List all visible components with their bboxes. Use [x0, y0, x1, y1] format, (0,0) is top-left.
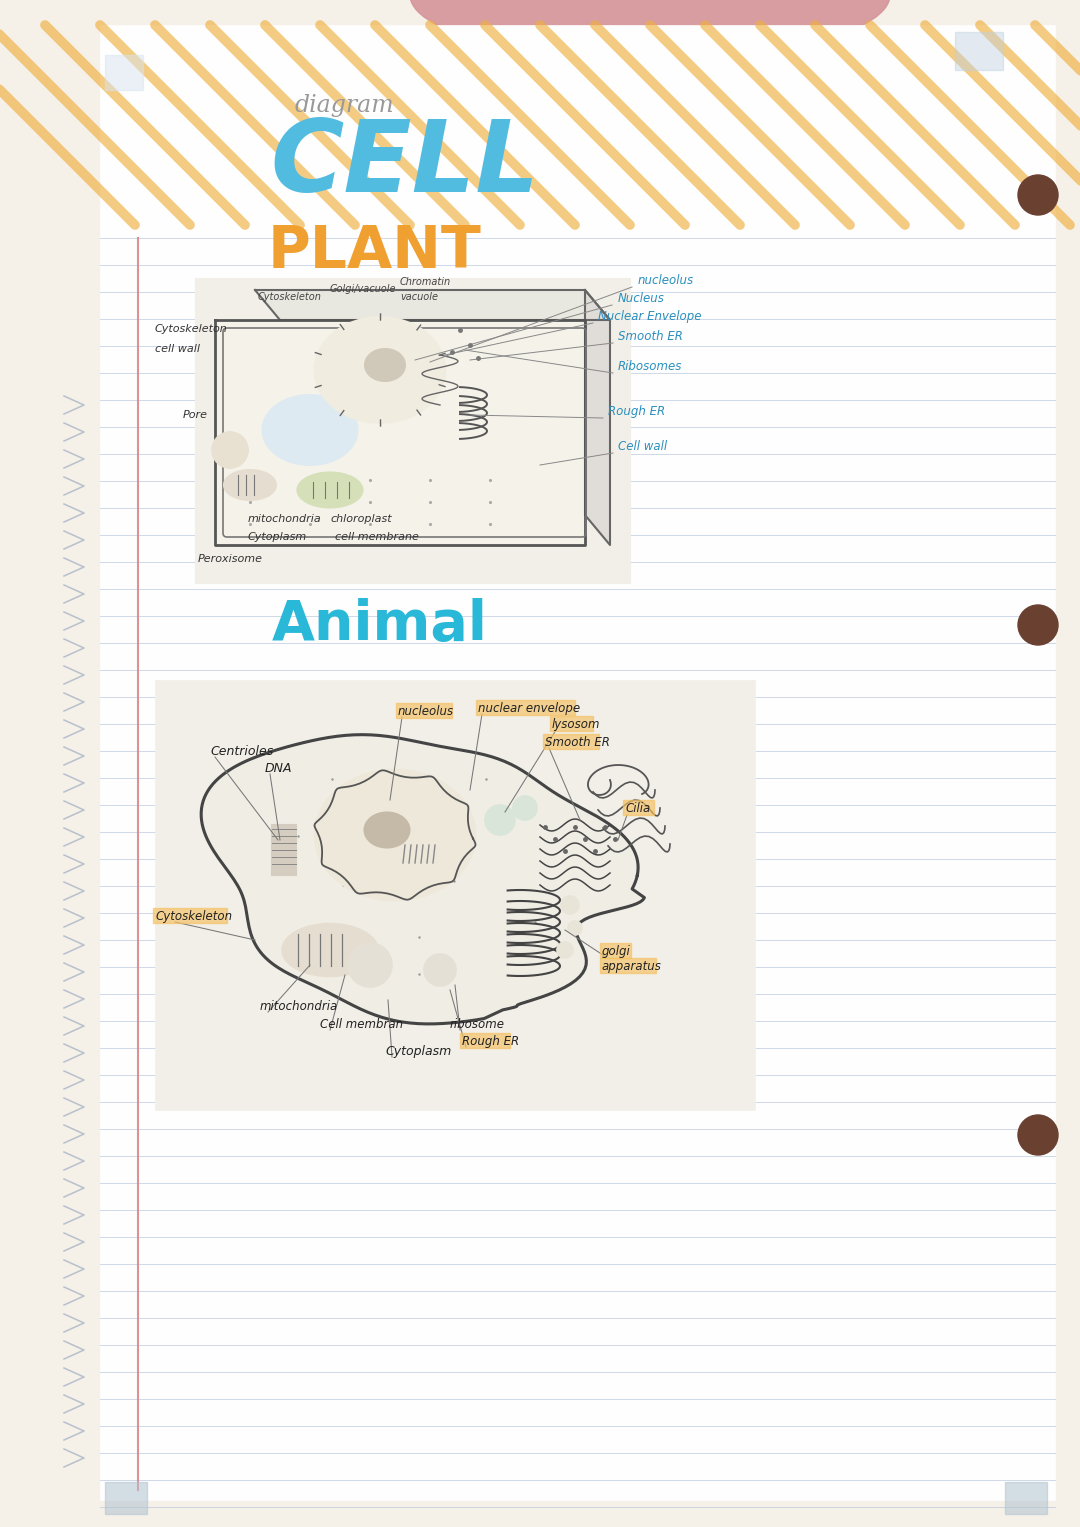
Text: lysosom: lysosom: [552, 718, 600, 731]
Text: DNA: DNA: [265, 762, 293, 776]
Text: PLANT: PLANT: [268, 223, 482, 279]
Text: mitochondria: mitochondria: [260, 1000, 338, 1012]
Bar: [600, 957, 656, 973]
Ellipse shape: [283, 924, 378, 976]
Text: nucleolus: nucleolus: [399, 705, 454, 718]
Ellipse shape: [297, 472, 363, 507]
Bar: [272, 825, 296, 875]
Text: Pore: Pore: [183, 411, 208, 420]
Circle shape: [485, 805, 515, 835]
Polygon shape: [201, 734, 645, 1025]
Bar: [1005, 1483, 1047, 1513]
Bar: [623, 800, 654, 815]
Text: Cell membran: Cell membran: [320, 1019, 403, 1031]
Text: Rough ER: Rough ER: [608, 405, 665, 418]
Circle shape: [424, 954, 456, 986]
Text: mitochondria: mitochondria: [248, 515, 322, 524]
Text: Centrioles: Centrioles: [210, 745, 273, 757]
Bar: [105, 55, 143, 90]
Text: chloroplast: chloroplast: [330, 515, 392, 524]
Circle shape: [568, 921, 582, 935]
Ellipse shape: [410, 0, 890, 60]
Polygon shape: [215, 321, 585, 545]
Text: vacuole: vacuole: [400, 292, 438, 302]
Text: Cell wall: Cell wall: [618, 440, 667, 454]
Text: Chromatin: Chromatin: [400, 276, 451, 287]
Text: Animal: Animal: [272, 599, 488, 652]
Text: cell wall: cell wall: [156, 344, 200, 354]
Ellipse shape: [315, 770, 475, 899]
Circle shape: [1018, 1115, 1058, 1154]
Text: Rough ER: Rough ER: [462, 1035, 519, 1048]
Text: nucleolus: nucleolus: [638, 273, 694, 287]
Text: Smooth ER: Smooth ER: [545, 736, 610, 750]
Circle shape: [1018, 605, 1058, 644]
Ellipse shape: [262, 395, 357, 466]
Bar: [476, 699, 576, 715]
Text: cell membrane: cell membrane: [335, 531, 419, 542]
Text: Nucleus: Nucleus: [618, 292, 665, 305]
Text: apparatus: apparatus: [602, 960, 662, 973]
Text: Cytoskeleton: Cytoskeleton: [258, 292, 322, 302]
Text: Smooth ER: Smooth ER: [618, 330, 683, 344]
Text: Peroxisome: Peroxisome: [198, 554, 264, 563]
Text: Golgi/vacuole: Golgi/vacuole: [330, 284, 396, 295]
Bar: [955, 32, 1003, 70]
Bar: [156, 680, 755, 1110]
Ellipse shape: [365, 350, 405, 382]
Text: Cytoskeleton: Cytoskeleton: [156, 910, 232, 922]
Polygon shape: [255, 290, 610, 321]
Bar: [600, 944, 631, 957]
Circle shape: [557, 942, 573, 957]
Circle shape: [561, 896, 579, 915]
Bar: [153, 909, 228, 922]
Ellipse shape: [365, 812, 409, 847]
Bar: [100, 24, 1055, 1500]
Polygon shape: [585, 290, 610, 545]
Text: CELL: CELL: [270, 116, 539, 212]
Bar: [195, 278, 630, 583]
Text: Cytoplasm: Cytoplasm: [384, 1044, 451, 1058]
Text: nuclear envelope: nuclear envelope: [478, 702, 580, 715]
Text: Nuclear Envelope: Nuclear Envelope: [598, 310, 702, 324]
Text: Cilia: Cilia: [625, 802, 650, 815]
Ellipse shape: [224, 470, 276, 499]
Bar: [396, 702, 451, 718]
Circle shape: [212, 432, 248, 467]
Text: diagram: diagram: [295, 95, 394, 118]
Bar: [105, 1483, 147, 1513]
Text: golgi: golgi: [602, 945, 631, 957]
Ellipse shape: [315, 318, 445, 423]
Text: Cytoplasm: Cytoplasm: [248, 531, 307, 542]
Circle shape: [513, 796, 537, 820]
Bar: [460, 1032, 510, 1048]
Circle shape: [1018, 176, 1058, 215]
Text: Cytoskeleton: Cytoskeleton: [156, 324, 228, 334]
Bar: [543, 734, 598, 750]
Text: ribosome: ribosome: [450, 1019, 505, 1031]
Text: Ribosomes: Ribosomes: [618, 360, 683, 373]
Circle shape: [348, 944, 392, 986]
Bar: [550, 716, 593, 731]
